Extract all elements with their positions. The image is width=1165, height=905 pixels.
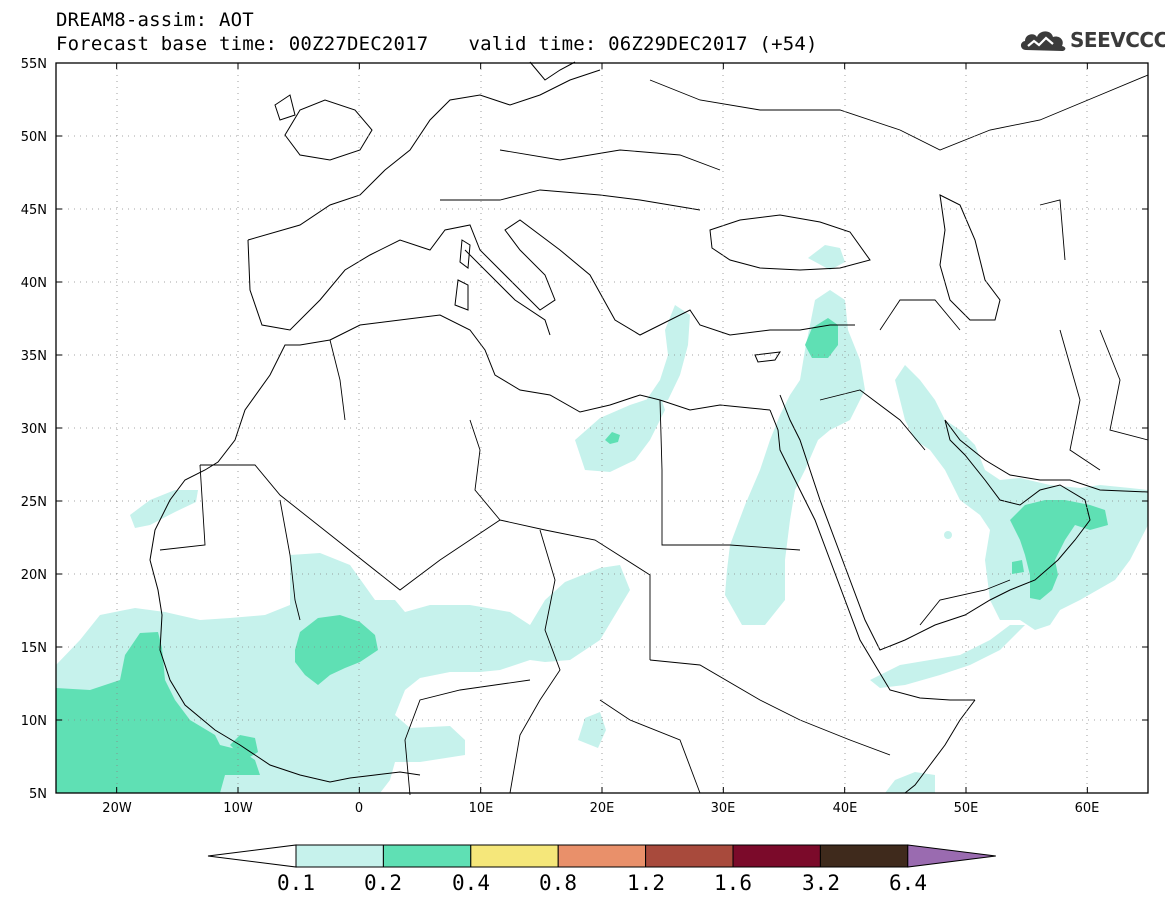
- seevccc-logo: SEEVCCC: [1018, 24, 1165, 56]
- forecast-times: Forecast base time: 00Z27DEC2017 valid ti…: [56, 34, 818, 54]
- longitude-labels: 20W 10W 0 10E 20E 30E 40E 50E 60E: [102, 801, 1099, 816]
- lat-label: 25N: [21, 495, 47, 510]
- lat-label: 45N: [21, 203, 47, 218]
- lon-label: 10E: [469, 801, 494, 816]
- lat-label: 40N: [21, 276, 47, 291]
- lon-label: 50E: [954, 801, 979, 816]
- lat-label: 50N: [21, 130, 47, 145]
- lat-label: 15N: [21, 641, 47, 656]
- lat-label: 55N: [21, 57, 47, 72]
- lon-label: 40E: [833, 801, 858, 816]
- lon-label: 20E: [590, 801, 615, 816]
- lon-label: 30E: [711, 801, 736, 816]
- lon-label: 0: [355, 801, 363, 816]
- base-time-label: Forecast base time: 00Z27DEC2017: [56, 33, 429, 55]
- lon-label: 10W: [223, 801, 253, 816]
- lon-label: 60E: [1075, 801, 1100, 816]
- lat-label: 10N: [21, 714, 47, 729]
- lat-label: 35N: [21, 349, 47, 364]
- latitude-labels: 55N 50N 45N 40N 35N 30N 25N 20N 15N 10N …: [21, 57, 47, 802]
- chart-title: DREAM8-assim: AOT: [56, 9, 254, 31]
- coastlines: [149, 61, 1149, 794]
- lon-label: 20W: [102, 801, 132, 816]
- valid-time-label: valid time: 06Z29DEC2017 (+54): [468, 33, 818, 55]
- lat-label: 20N: [21, 568, 47, 583]
- country-borders: [159, 74, 1149, 796]
- axis-ticks: [56, 62, 1148, 794]
- aot-level-0.2: [56, 318, 1108, 793]
- cloud-icon: [1020, 31, 1066, 51]
- lat-label: 5N: [29, 787, 47, 802]
- graticule: [56, 63, 1148, 793]
- lat-label: 30N: [21, 422, 47, 437]
- logo-text: SEEVCCC: [1070, 28, 1165, 52]
